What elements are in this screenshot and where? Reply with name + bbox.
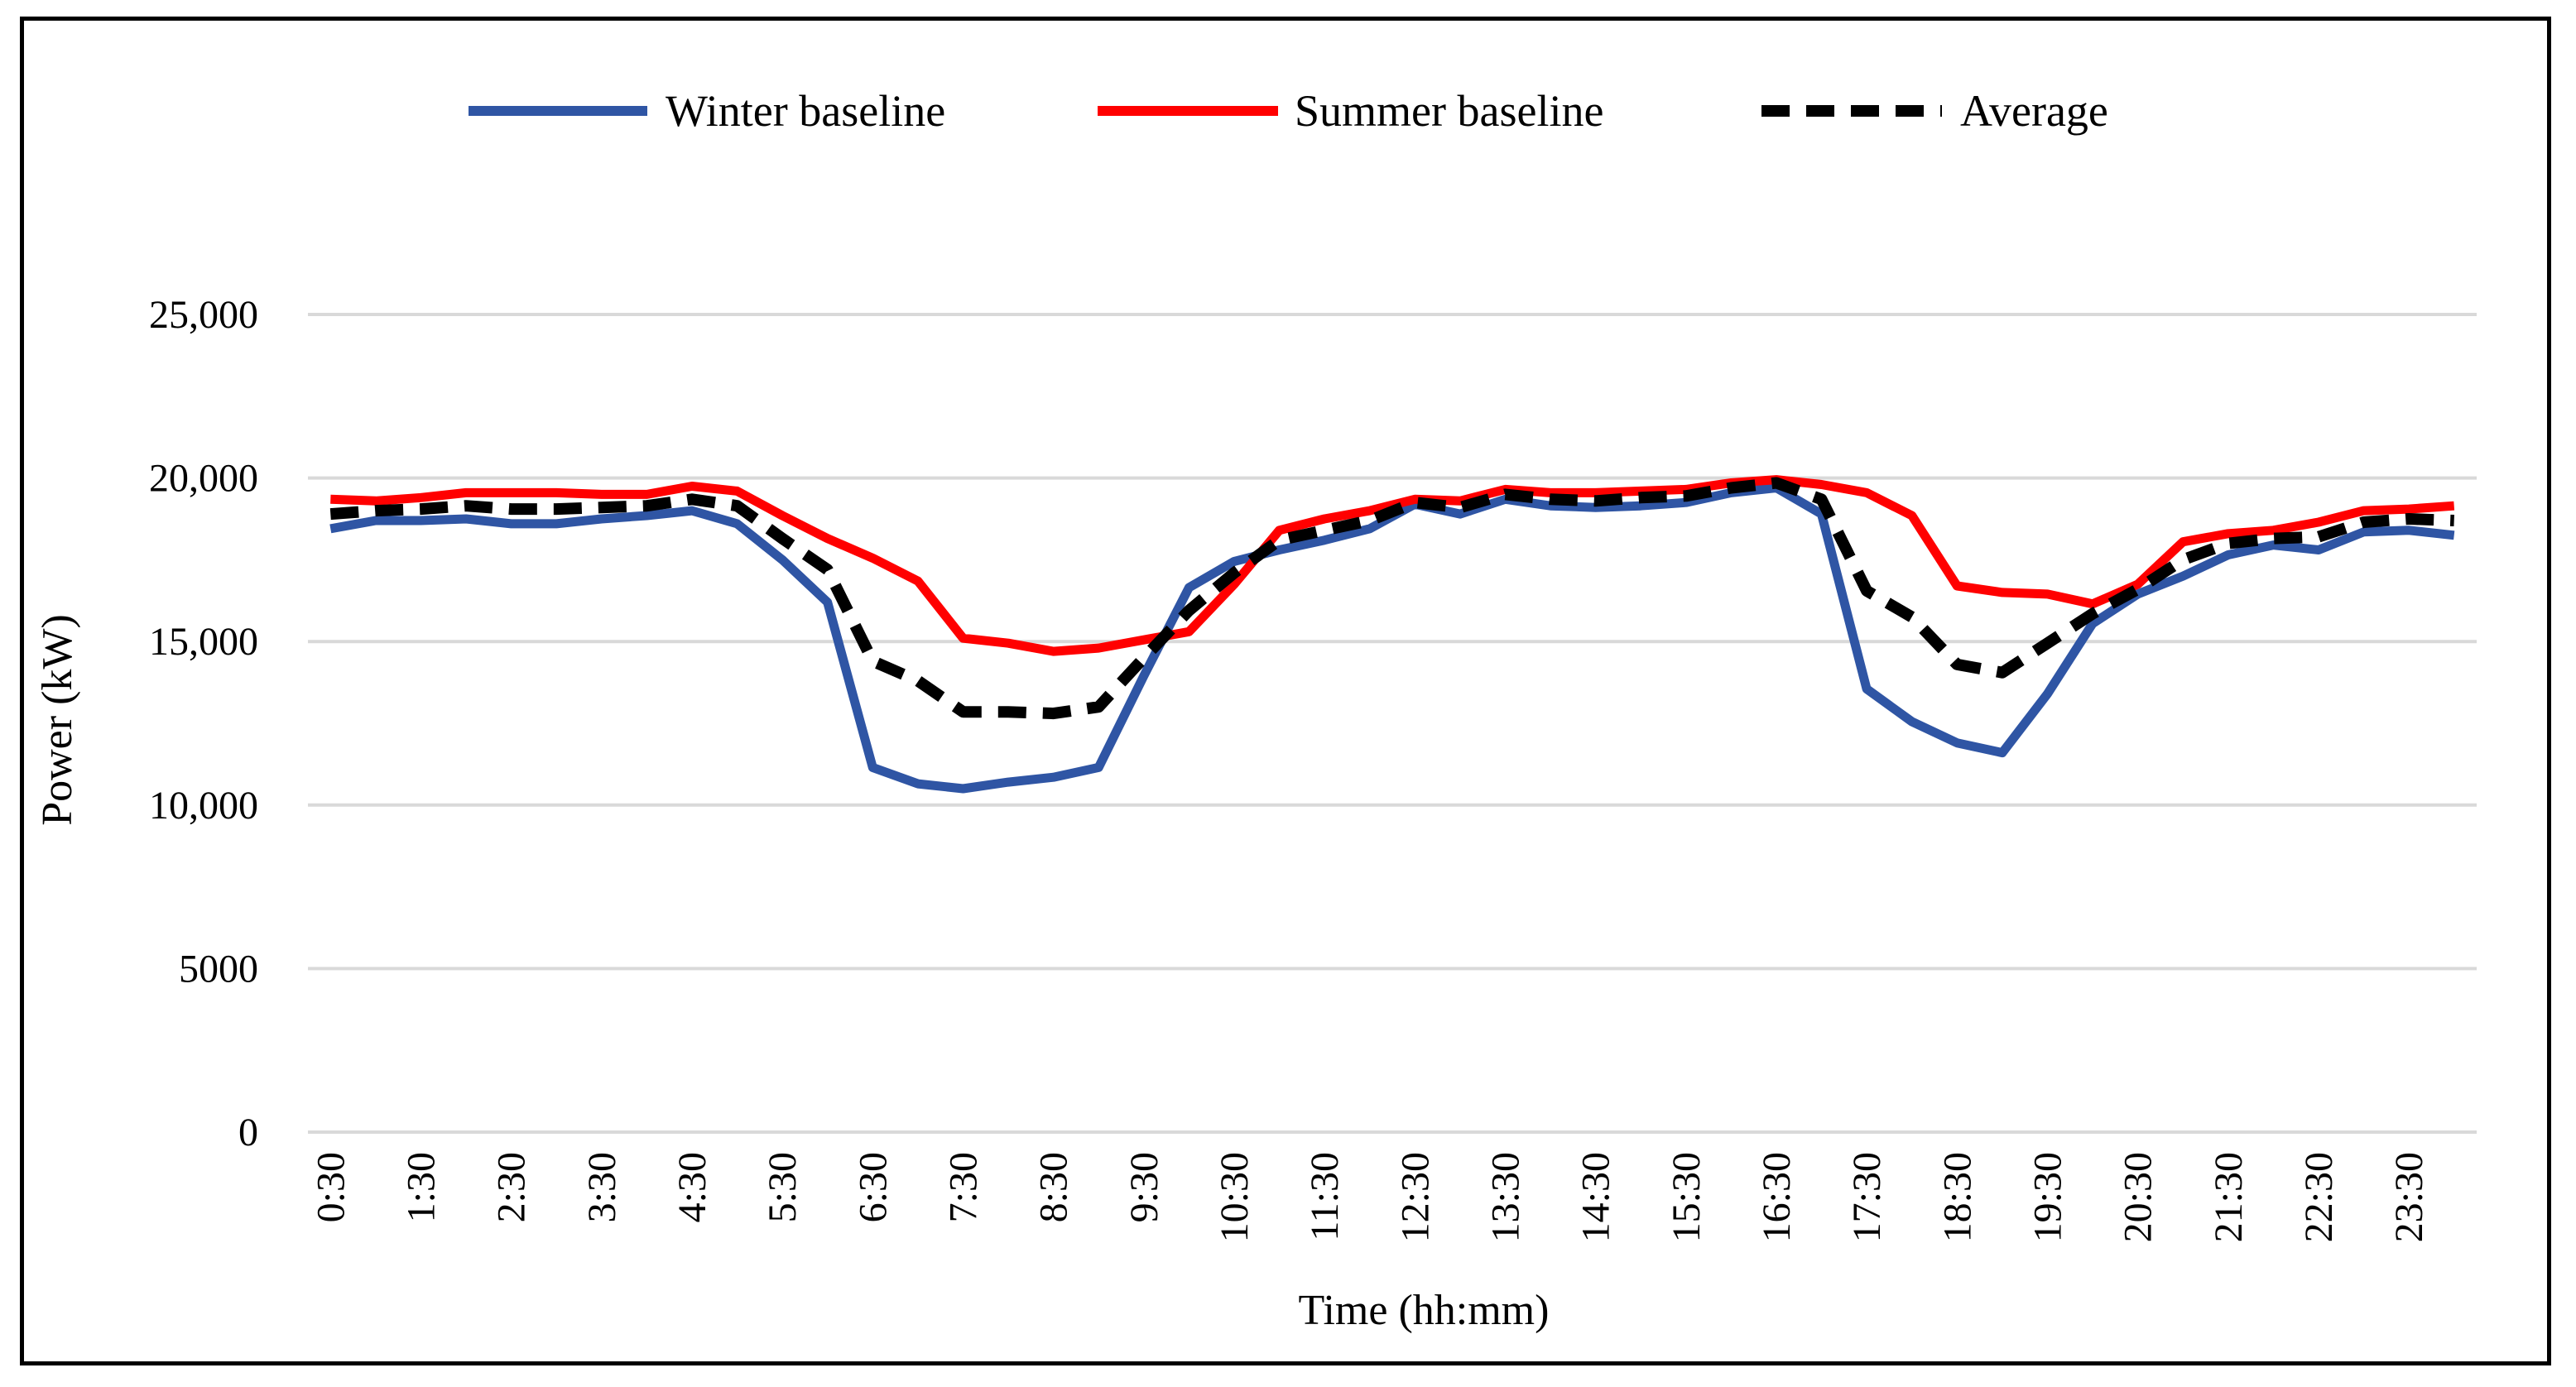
- x-tick-label: 2:30: [490, 1152, 534, 1222]
- x-axis-label: Time (hh:mm): [1299, 1287, 1550, 1334]
- series-layer: [329, 475, 2455, 794]
- x-tick-label: 23:30: [2387, 1152, 2431, 1242]
- x-tick-label: 16:30: [1755, 1152, 1799, 1242]
- series-line-summer-baseline: [330, 475, 2455, 656]
- x-tick-label: 11:30: [1303, 1152, 1347, 1241]
- x-tick-label: 12:30: [1393, 1152, 1437, 1242]
- y-tick-label: 25,000: [149, 293, 258, 337]
- x-tick-label: 1:30: [399, 1152, 443, 1222]
- x-tick-label: 3:30: [580, 1152, 624, 1222]
- x-tick-label: 10:30: [1213, 1152, 1257, 1242]
- series-line-winter-baseline: [329, 483, 2455, 794]
- x-tick-label: 0:30: [309, 1152, 353, 1222]
- y-tick-label: 20,000: [149, 457, 258, 501]
- y-axis-ticks: 0 5000 10,000 15,000 20,000 25,000: [149, 293, 258, 1154]
- legend-label: Average: [1960, 86, 2108, 136]
- gridlines: [308, 313, 2477, 1134]
- x-tick-label: 19:30: [2026, 1152, 2069, 1242]
- x-tick-label: 5:30: [761, 1152, 805, 1222]
- legend-label: Winter baseline: [666, 86, 945, 136]
- x-tick-label: 8:30: [1032, 1152, 1076, 1222]
- x-tick-label: 6:30: [851, 1152, 895, 1222]
- x-tick-label: 17:30: [1845, 1152, 1889, 1242]
- series-line-average: [329, 477, 2454, 720]
- x-axis-ticks: 0:30 1:30 2:30 3:30 4:30 5:30 6:30 7:30 8:30 9:30…: [309, 1152, 2431, 1242]
- y-tick-label: 5000: [179, 947, 258, 991]
- y-tick-label: 0: [238, 1111, 258, 1154]
- x-tick-label: 7:30: [941, 1152, 985, 1222]
- x-tick-label: 18:30: [1935, 1152, 1979, 1242]
- x-tick-label: 15:30: [1665, 1152, 1709, 1242]
- y-axis-label: Power (kW): [34, 614, 81, 826]
- y-tick-label: 15,000: [149, 620, 258, 664]
- x-tick-label: 4:30: [670, 1152, 714, 1222]
- y-tick-label: 10,000: [149, 784, 258, 828]
- legend: Winter baseline Summer baseline Average: [469, 86, 2108, 136]
- x-tick-label: 21:30: [2207, 1152, 2251, 1242]
- x-tick-label: 22:30: [2297, 1152, 2341, 1242]
- x-tick-label: 9:30: [1122, 1152, 1166, 1222]
- legend-label: Summer baseline: [1295, 86, 1603, 136]
- chart-frame: [20, 17, 2551, 1365]
- x-tick-label: 13:30: [1483, 1152, 1527, 1242]
- x-tick-label: 14:30: [1574, 1152, 1618, 1242]
- x-tick-label: 20:30: [2117, 1152, 2160, 1242]
